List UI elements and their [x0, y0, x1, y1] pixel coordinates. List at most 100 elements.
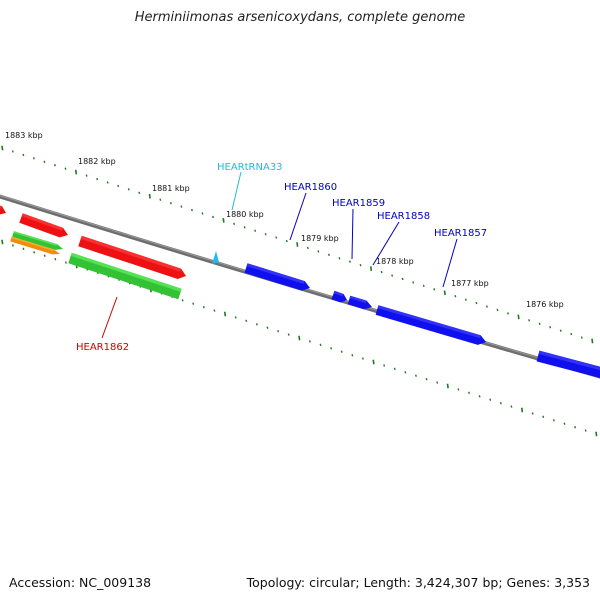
tick-major	[223, 311, 227, 317]
tick-minor	[542, 415, 545, 419]
feature-green-1	[12, 231, 64, 250]
tick-minor	[531, 412, 534, 415]
tick-minor	[106, 181, 109, 184]
tick-minor	[138, 191, 141, 195]
tick-minor	[468, 391, 470, 395]
tick-minor	[285, 239, 288, 243]
feature-red-edge	[0, 201, 6, 215]
tick-minor	[33, 251, 36, 254]
tick-minor	[287, 333, 290, 336]
tick-minor	[306, 246, 309, 250]
tick-minor	[308, 340, 311, 343]
feature-blue-hear1858	[347, 295, 372, 310]
tick-minor	[96, 177, 99, 181]
feature-blue-edge	[536, 350, 600, 381]
callout-line-hear-trna33	[231, 171, 242, 211]
tick-minor	[454, 294, 457, 298]
tick-minor	[11, 150, 14, 153]
feature-orange-1	[10, 236, 60, 255]
callout-line-hear1858	[372, 221, 400, 266]
feature-green-1-bevel	[13, 231, 58, 246]
tick-minor	[433, 288, 436, 291]
callout-line-hear1862	[101, 296, 118, 339]
ruler-label-1883: 1883 kbp	[5, 131, 43, 140]
feature-red-1-bevel	[21, 213, 64, 231]
tick-minor	[359, 263, 362, 267]
tick-minor	[549, 326, 552, 329]
tick-minor	[192, 302, 195, 305]
tick-minor	[552, 419, 555, 422]
tick-minor	[380, 270, 383, 274]
gene-label-hear1862: HEAR1862	[76, 342, 129, 353]
tick-major	[296, 242, 299, 247]
feature-blue-hear1858-bevel	[349, 295, 367, 304]
tick-minor	[234, 316, 237, 319]
tick-major	[222, 218, 225, 223]
tick-minor	[563, 422, 566, 425]
gene-label-hear1860: HEAR1860	[284, 182, 337, 193]
tick-minor	[201, 212, 204, 215]
gene-label-hear1857: HEAR1857	[434, 228, 487, 239]
tick-minor	[574, 425, 577, 429]
feature-layer	[0, 201, 600, 381]
tick-minor	[22, 153, 25, 157]
tick-minor	[117, 184, 120, 188]
tick-minor	[499, 401, 502, 405]
accession-text: Accession: NC_009138	[9, 575, 152, 590]
tick-minor	[190, 208, 193, 212]
tick-major	[446, 383, 449, 389]
callout-line-hear1857	[442, 238, 458, 288]
tick-minor	[383, 364, 386, 367]
callout-line-hear1859	[351, 208, 354, 260]
tick-major	[74, 169, 78, 175]
tick-major	[148, 193, 151, 199]
feature-red-1	[19, 213, 68, 238]
tick-minor	[559, 329, 562, 332]
topology-text: Topology: circular; Length: 3,424,307 bp…	[246, 575, 590, 590]
tick-major	[372, 359, 375, 365]
gene-label-hear1859: HEAR1859	[332, 198, 385, 209]
tick-minor	[180, 205, 183, 208]
tick-minor	[538, 322, 541, 325]
tick-minor	[528, 319, 531, 322]
feature-blue-hear1857	[375, 305, 486, 345]
ruler-label-1882: 1882 kbp	[78, 157, 116, 166]
tick-minor	[485, 305, 488, 308]
tick-minor	[361, 357, 364, 360]
feature-blue-hear1860-bevel	[246, 263, 305, 285]
tick-minor	[169, 201, 172, 205]
tick-minor	[478, 395, 481, 398]
tick-minor	[213, 309, 216, 312]
tick-minor	[580, 336, 583, 339]
tick-minor	[64, 167, 67, 170]
tick-minor	[212, 215, 214, 219]
tick-major	[517, 314, 520, 320]
gene-label-hear-trna33: HEARtRNA33	[217, 162, 283, 173]
tick-minor	[277, 329, 280, 333]
tick-minor	[475, 301, 478, 305]
tick-minor	[351, 353, 354, 357]
tick-minor	[266, 326, 269, 329]
tick-minor	[401, 277, 404, 281]
tick-minor	[54, 257, 57, 261]
ruler-label-1881: 1881 kbp	[152, 184, 190, 193]
tick-minor	[245, 319, 248, 323]
tick-minor	[570, 332, 573, 336]
ruler-label-1876: 1876 kbp	[526, 300, 564, 309]
tick-minor	[412, 281, 415, 284]
tick-minor	[233, 222, 236, 226]
tick-major	[591, 338, 594, 344]
tick-minor	[22, 247, 25, 251]
tick-minor	[43, 160, 46, 163]
tick-minor	[464, 298, 467, 301]
gene-callouts: HEARtRNA33 HEAR1860 HEAR1859 HEAR1858 HE…	[76, 162, 487, 353]
ruler-labels: 1883 kbp 1882 kbp 1881 kbp 1880 kbp 1879…	[5, 131, 564, 309]
feature-trna-hear-trna33	[212, 251, 219, 264]
tick-minor	[264, 232, 267, 236]
feature-blue-hear1859	[331, 290, 348, 303]
feature-blue-hear1859-bevel	[333, 290, 344, 297]
tick-major	[443, 290, 446, 296]
tick-minor	[496, 308, 499, 312]
tick-minor	[425, 377, 428, 381]
